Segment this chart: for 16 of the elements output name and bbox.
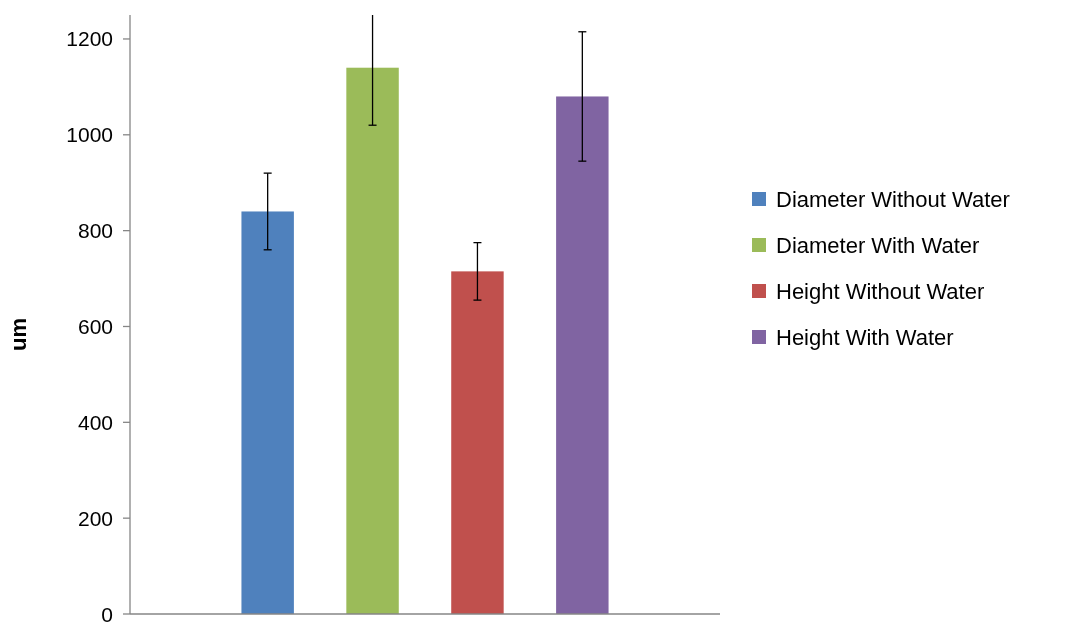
legend-label: Diameter Without Water [776,186,1010,212]
legend-label: Height With Water [776,324,954,350]
y-tick-label: 200 [77,506,113,530]
legend-label: Height Without Water [776,278,985,304]
y-tick-label: 1200 [66,27,113,51]
y-tick-label: 1000 [66,123,113,147]
y-axis-title: um [6,318,31,351]
bar [241,211,294,614]
bar [451,271,504,614]
y-tick-label: 600 [77,314,113,338]
y-tick-label: 0 [101,602,113,625]
bar [556,96,609,614]
y-tick-label: 400 [77,410,113,434]
bar [346,67,399,614]
y-tick-label: 800 [77,219,113,243]
legend-label: Diameter With Water [776,232,980,258]
